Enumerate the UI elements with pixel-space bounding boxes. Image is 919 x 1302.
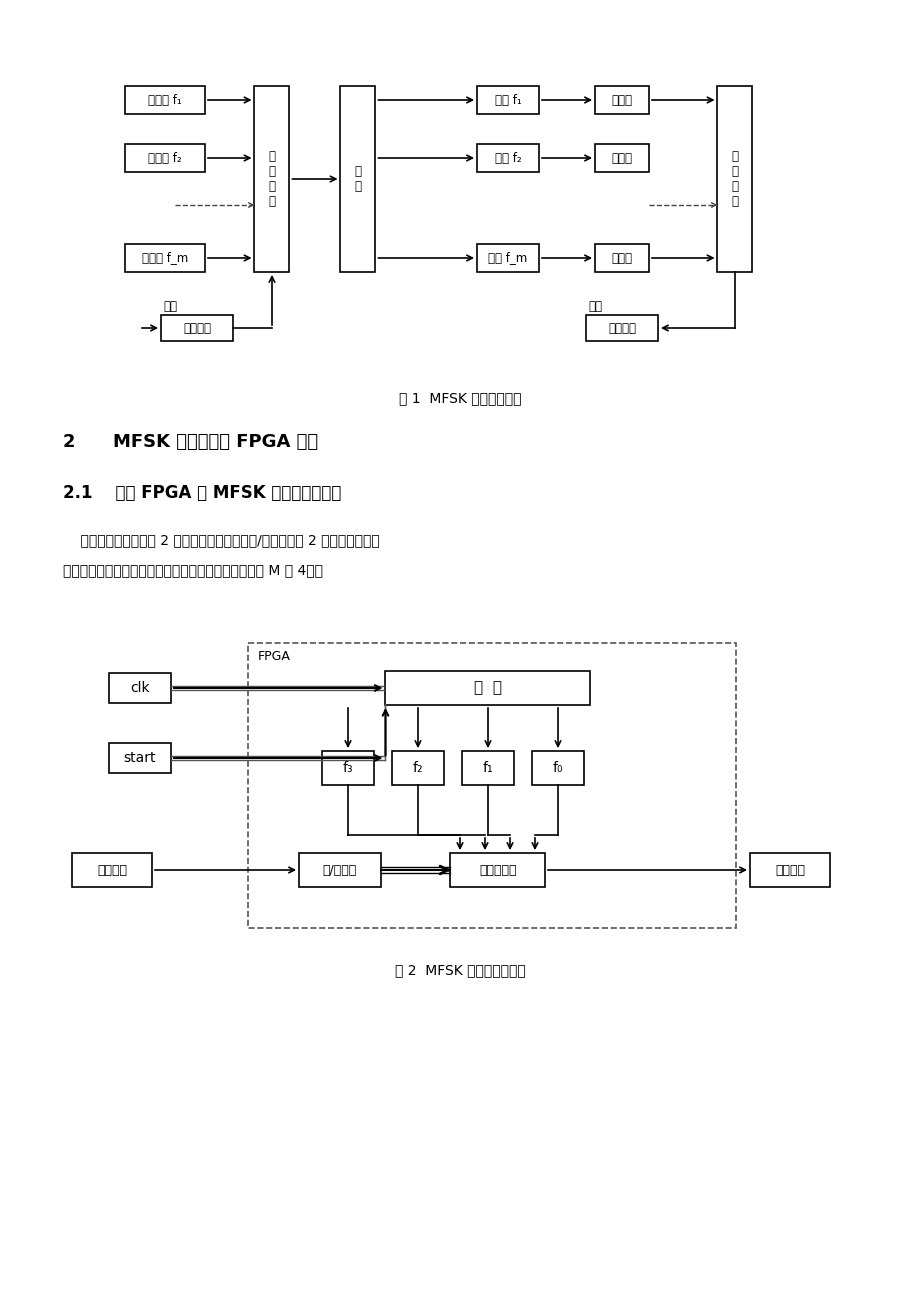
Bar [391, 751, 444, 785]
Bar [108, 743, 171, 773]
Text: f₀: f₀ [552, 760, 562, 775]
Text: 图 1  MFSK 系统原理框图: 图 1 MFSK 系统原理框图 [398, 391, 521, 405]
Bar [125, 145, 205, 172]
Bar [476, 243, 539, 272]
Text: 振荡器 f₁: 振荡器 f₁ [148, 94, 182, 107]
Text: 图 2  MFSK 调制电路方框图: 图 2 MFSK 调制电路方框图 [394, 963, 525, 976]
Bar [595, 145, 648, 172]
Text: 带通 f₁: 带通 f₁ [494, 94, 521, 107]
Text: FPGA: FPGA [257, 651, 290, 664]
Bar [595, 243, 648, 272]
Bar [461, 751, 514, 785]
Bar [450, 853, 545, 887]
Bar [749, 853, 829, 887]
Bar [125, 86, 205, 115]
Text: 带通 f₂: 带通 f₂ [494, 151, 521, 164]
Text: 开
关
电
路: 开 关 电 路 [268, 150, 275, 208]
Text: 输出: 输出 [587, 301, 601, 314]
Text: 调制电路方框图如图 2 所示。基带信号通过串/并转换得到 2 位并行信号；四: 调制电路方框图如图 2 所示。基带信号通过串/并转换得到 2 位并行信号；四 [62, 533, 380, 547]
Bar [125, 243, 205, 272]
Bar [531, 751, 584, 785]
Bar [340, 86, 375, 272]
Text: 基带信号: 基带信号 [96, 863, 127, 876]
Text: 振荡器 f_m: 振荡器 f_m [142, 251, 187, 264]
Bar [585, 315, 657, 341]
Text: 信
道: 信 道 [354, 165, 361, 193]
Text: f₂: f₂ [413, 760, 423, 775]
Text: 逻辑电路: 逻辑电路 [607, 322, 635, 335]
Text: 输入: 输入 [163, 301, 176, 314]
Text: start: start [124, 751, 156, 766]
Text: 四选一开关: 四选一开关 [479, 863, 516, 876]
Text: 2      MFSK 调制电路的 FPGA 实现: 2 MFSK 调制电路的 FPGA 实现 [62, 434, 318, 450]
Bar [595, 86, 648, 115]
Text: 分  频: 分 频 [473, 681, 502, 695]
Text: 带通 f_m: 带通 f_m [488, 251, 528, 264]
Bar [322, 751, 374, 785]
Text: 2.1    基于 FPGA 的 MFSK 调制电路方框图: 2.1 基于 FPGA 的 MFSK 调制电路方框图 [62, 484, 341, 503]
Bar [72, 853, 152, 887]
Text: 振荡器 f₂: 振荡器 f₂ [148, 151, 182, 164]
Bar [248, 643, 735, 928]
Text: 选一开关根据两位并行信号选择相应的载波输出（例中 M 取 4）。: 选一开关根据两位并行信号选择相应的载波输出（例中 M 取 4）。 [62, 562, 323, 577]
Text: 调制信号: 调制信号 [774, 863, 804, 876]
Text: 检波器: 检波器 [611, 251, 632, 264]
Text: 抽
样
判
决: 抽 样 判 决 [731, 150, 738, 208]
Bar [161, 315, 233, 341]
Text: 串/并转换: 串/并转换 [323, 863, 357, 876]
Bar [385, 671, 590, 704]
Text: 检波器: 检波器 [611, 151, 632, 164]
Text: 检波器: 检波器 [611, 94, 632, 107]
Bar [255, 86, 289, 272]
Bar [476, 145, 539, 172]
Bar [476, 86, 539, 115]
Bar [717, 86, 752, 272]
Text: f₁: f₁ [482, 760, 493, 775]
Text: 逻辑电路: 逻辑电路 [183, 322, 210, 335]
Text: clk: clk [130, 681, 150, 695]
Text: f₃: f₃ [342, 760, 353, 775]
Bar [108, 673, 171, 703]
Bar [299, 853, 380, 887]
